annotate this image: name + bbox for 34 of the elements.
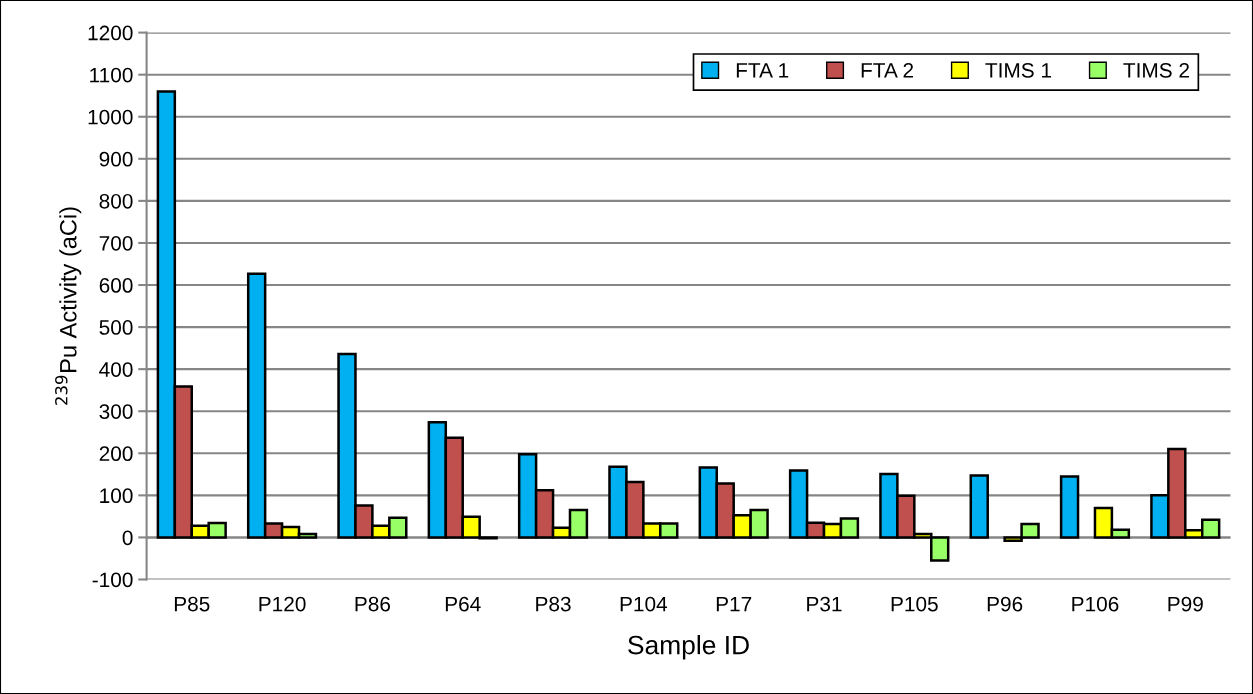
y-tick-label: -100 (92, 572, 133, 588)
y-tick-label: 400 (99, 362, 133, 377)
y-tick-label: 900 (99, 151, 133, 167)
x-tick-label: P106 (1072, 596, 1119, 612)
legend-label: TIMS 2 (1123, 62, 1189, 78)
x-tick-label: P17 (716, 596, 752, 612)
bar (969, 474, 989, 539)
legend-label: TIMS 1 (985, 62, 1052, 78)
x-tick-label: P99 (1168, 596, 1203, 612)
y-tick-label: 800 (99, 193, 133, 209)
legend-label: FTA 1 (736, 63, 789, 78)
x-axis-title: Sample ID (628, 635, 749, 660)
x-tick-label: P96 (987, 596, 1023, 612)
y-tick-label: 200 (99, 446, 133, 462)
y-tick-label: 1200 (88, 25, 133, 41)
x-tick-label: P104 (620, 596, 668, 612)
legend-label: FTA 2 (861, 62, 914, 78)
y-tick-label: 1000 (88, 109, 133, 125)
bar (1059, 475, 1080, 539)
y-tick-label: 700 (99, 235, 133, 251)
x-tick-label: P120 (259, 596, 306, 612)
y-axis-title: $^{239}$Pu Activity (aCi) (55, 207, 82, 405)
y-tick-label: 1100 (90, 67, 133, 83)
y-tick-label: 500 (99, 320, 133, 335)
x-tick-label: P86 (355, 596, 391, 612)
x-tick-label: P83 (536, 596, 571, 612)
y-tick-label: 0 (122, 530, 133, 546)
x-tick-label: P105 (891, 596, 938, 612)
y-tick-label: 300 (99, 404, 133, 419)
y-tick-label: 100 (100, 488, 133, 504)
x-tick-label: P64 (445, 596, 481, 612)
y-tick-label: 600 (99, 278, 133, 293)
x-tick-label: P31 (807, 596, 842, 612)
x-tick-label: P85 (174, 596, 210, 612)
